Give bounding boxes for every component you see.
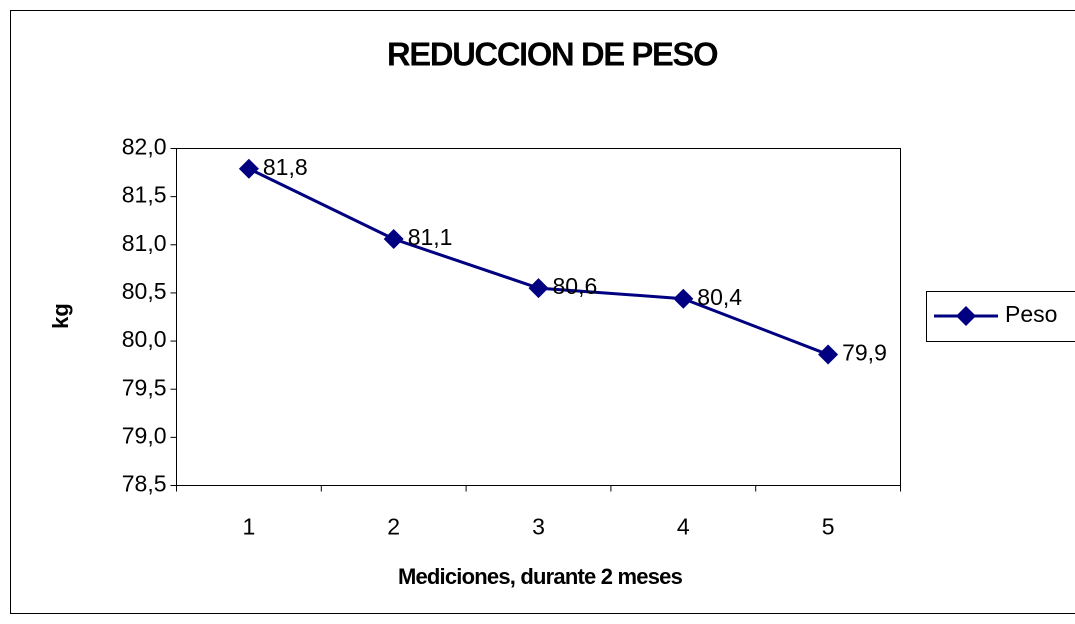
y-tick-label: 81,0 [122,230,167,256]
x-tick-label: 5 [822,514,835,540]
data-label: 81,8 [263,154,308,180]
marker [383,229,404,250]
x-axis-title: Mediciones, durante 2 meses [398,564,683,589]
y-tick-label: 78,5 [122,471,167,497]
y-tick-label: 82,0 [122,134,167,160]
marker [238,158,259,179]
y-axis-title: kg [48,303,73,329]
chart-title: REDUCCION DE PESO [387,36,718,73]
data-label: 79,9 [842,340,887,366]
legend-label: Peso [1005,301,1057,327]
marker [673,288,694,309]
x-tick-label: 1 [243,514,256,540]
y-tick-label: 81,5 [122,182,167,208]
y-tick-label: 80,0 [122,326,167,352]
x-tick-label: 2 [387,514,400,540]
x-tick-label: 4 [677,514,690,540]
legend-marker [956,306,976,326]
data-label: 80,6 [553,273,598,299]
y-tick-label: 79,5 [122,374,167,400]
marker [528,278,549,299]
x-tick-label: 3 [532,514,545,540]
data-label: 80,4 [697,284,742,310]
data-label: 81,1 [408,224,453,250]
y-tick-label: 79,0 [122,422,167,448]
plot-area [176,148,901,486]
marker [818,344,839,365]
y-tick-label: 80,5 [122,278,167,304]
